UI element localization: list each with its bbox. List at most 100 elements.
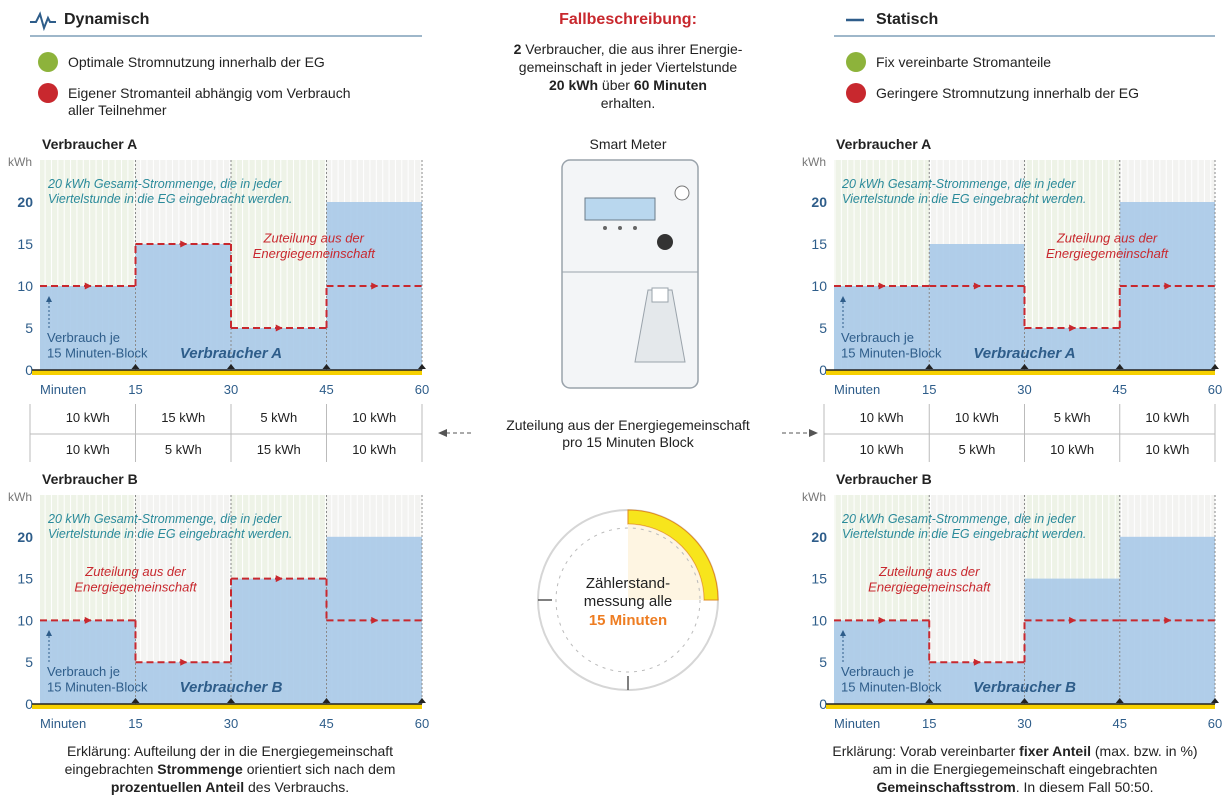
y-tick-label: 5 <box>25 320 33 336</box>
disadvantage: Geringere Stromnutzung innerhalb der EG <box>876 85 1139 101</box>
x-tick-label: 15 <box>128 382 142 397</box>
consumption-label: Verbrauch je 15 Minuten-Block <box>47 330 148 361</box>
time-strip <box>32 370 422 375</box>
y-tick-label: 10 <box>811 612 827 628</box>
x-tick-label: 15 <box>922 382 936 397</box>
x-tick-mark <box>1115 698 1124 703</box>
x-tick-mark <box>227 698 235 703</box>
x-tick-label: 60 <box>415 716 429 731</box>
allocation-arrow <box>878 616 886 624</box>
x-tick-mark <box>1115 364 1124 369</box>
case-title: Fallbeschreibung: <box>559 11 697 28</box>
bar <box>929 662 1025 704</box>
disadvantage: Eigener Stromanteil abhängig vom Verbrau… <box>68 85 351 118</box>
allocation-arrow <box>973 282 981 290</box>
text-part: fixer Anteil <box>1019 743 1091 759</box>
x-tick-mark <box>1020 364 1029 369</box>
allocation-arrow <box>84 616 92 624</box>
bar <box>1024 328 1120 370</box>
text-part: erhalten. <box>600 95 656 111</box>
allocation-label: Zuteilung aus der Energiegemeinschaft <box>74 564 198 595</box>
text-part: über <box>598 77 634 93</box>
consumption-label: Verbrauch je 15 Minuten-Block <box>841 664 942 695</box>
advantage: Fix vereinbarte Stromanteile <box>876 54 1051 70</box>
bar <box>1024 578 1120 704</box>
x-tick-label: 45 <box>1113 716 1127 731</box>
allocation-arrow <box>1164 282 1172 290</box>
table-cell: 15 kWh <box>161 410 205 425</box>
x-tick-mark <box>418 364 426 369</box>
allocation-arrow <box>275 324 283 332</box>
x-tick-label: 60 <box>1208 382 1222 397</box>
table-cell: 10 kWh <box>352 410 396 425</box>
consumer-annotation: Verbraucher B <box>973 679 1076 696</box>
x-axis-label: Minuten <box>40 716 86 731</box>
y-tick-label: 10 <box>811 278 827 294</box>
total-annotation: 20 kWh Gesamt-Strommenge, die in jeder Vi… <box>47 512 292 541</box>
x-tick-label: 30 <box>224 716 238 731</box>
text-part: (max. bzw. in %) am in die Energiegemein… <box>872 743 1198 777</box>
explanation: Erklärung: Vorab vereinbarter fixer Ante… <box>800 742 1230 796</box>
x-axis-label: Minuten <box>834 716 880 731</box>
allocation-arrow <box>371 616 379 624</box>
text-part: Gemeinschaftsstrom <box>876 779 1016 795</box>
y-axis-label: kWh <box>8 490 32 504</box>
y-tick-label: 5 <box>819 654 827 670</box>
y-tick-label: 10 <box>17 612 33 628</box>
x-tick-mark <box>1211 364 1219 369</box>
y-tick-label: 5 <box>819 320 827 336</box>
text-part: des Verbrauchs. <box>244 779 350 795</box>
y-tick-label: 0 <box>25 696 33 712</box>
x-tick-label: 60 <box>415 382 429 397</box>
table-cell: 15 kWh <box>257 442 301 457</box>
x-tick-mark <box>925 364 934 369</box>
consumer-annotation: Verbraucher A <box>180 345 282 362</box>
consumption-pointer-head <box>46 630 52 636</box>
y-tick-label: 20 <box>811 194 827 210</box>
allocation-arrow <box>84 282 92 290</box>
allocation-label: Zuteilung aus der Energiegemeinschaft <box>868 564 992 595</box>
text-part: . In diesem Fall 50:50. <box>1015 779 1154 795</box>
y-tick-label: 20 <box>17 194 33 210</box>
pulse-icon <box>30 11 56 32</box>
x-tick-mark <box>322 364 331 369</box>
allocation-arrow <box>180 240 188 248</box>
x-tick-label: 45 <box>319 716 333 731</box>
total-annotation: 20 kWh Gesamt-Strommenge, die in jeder Vi… <box>841 177 1086 206</box>
bar <box>834 620 930 704</box>
case-description: 2 Verbraucher, die aus ihrer Energie- ge… <box>466 40 790 112</box>
x-tick-mark <box>1020 698 1029 703</box>
text-part: orientiert sich nach dem <box>246 761 396 777</box>
text-part: Erklärung: Aufteilung der in die Energie… <box>64 743 394 777</box>
consumer-annotation: Verbraucher B <box>180 679 283 696</box>
text-part: 20 kWh <box>549 77 599 93</box>
consumption-label: Verbrauch je 15 Minuten-Block <box>47 664 148 695</box>
x-tick-label: 45 <box>319 382 333 397</box>
x-tick-mark <box>418 698 426 703</box>
bar <box>231 578 327 704</box>
y-tick-label: 0 <box>25 362 33 378</box>
table-cell: 10 kWh <box>955 410 999 425</box>
clock-text: Zählerstand-messung alle <box>584 575 672 610</box>
table-cell: 10 kWh <box>1145 442 1189 457</box>
section-title: Statisch <box>876 11 938 28</box>
y-axis-label: kWh <box>8 155 32 169</box>
x-axis-label: Minuten <box>834 382 880 397</box>
allocation-arrow <box>180 658 188 666</box>
chart-title: Verbraucher A <box>836 136 931 152</box>
y-tick-label: 15 <box>811 236 827 252</box>
arrow-right <box>782 429 818 437</box>
table-cell: 10 kWh <box>352 442 396 457</box>
consumption-pointer-head <box>840 296 846 302</box>
x-tick-mark <box>322 698 331 703</box>
text-part: prozentuellen Anteil <box>110 779 245 795</box>
con-icon <box>38 83 58 103</box>
clock-highlight: 15 Minuten <box>589 612 667 629</box>
table-cell: 5 kWh <box>1054 410 1091 425</box>
table-cell: 10 kWh <box>1050 442 1094 457</box>
x-tick-label: 15 <box>922 716 936 731</box>
allocation-label: Zuteilung aus der Energiegemeinschaft <box>253 230 377 261</box>
x-tick-label: 60 <box>1208 716 1222 731</box>
